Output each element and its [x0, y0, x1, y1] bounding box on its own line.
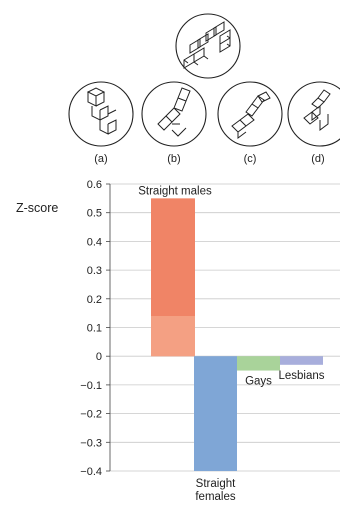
- y-tick-label: −0.3: [80, 437, 102, 449]
- bar-label: females: [195, 491, 236, 503]
- target-cube-figure-icon: [183, 21, 231, 69]
- y-tick-label: 0.3: [87, 265, 102, 277]
- y-tick-label: −0.1: [80, 380, 102, 392]
- option-a-cube-figure-icon: [86, 87, 117, 135]
- option-a: [68, 81, 134, 147]
- z-score-bar-chart: 0.6 0.5 0.4 0.3 0.2 0.1 0 −0.1 −0.2 −0.3 −0.4 Stra…: [16, 179, 340, 503]
- y-tick-label: 0.6: [87, 179, 102, 191]
- y-tick-label: 0.2: [87, 294, 102, 306]
- bar: [280, 356, 323, 365]
- bar: [237, 356, 280, 371]
- bars: [151, 198, 323, 471]
- option-c-cube-figure-icon: [231, 91, 271, 139]
- bar-label: Straight: [196, 478, 236, 490]
- option-d-cube-figure-icon: [303, 89, 331, 131]
- option-label-c: (c): [244, 153, 257, 165]
- option-label-a: (a): [94, 153, 107, 165]
- y-tick-label: 0: [96, 351, 102, 363]
- bar-lower-segment: [151, 316, 195, 357]
- y-tick-label: 0.4: [87, 236, 102, 248]
- y-tick-label: −0.2: [80, 409, 102, 421]
- target-figure: [175, 13, 241, 79]
- bar-label: Gays: [245, 376, 272, 388]
- option-b: [141, 81, 207, 147]
- y-axis-label: Z-score: [16, 201, 58, 215]
- stimulus-panel: (a) (b) (c) (d): [68, 13, 340, 165]
- option-label-b: (b): [167, 153, 180, 165]
- bar-label: Lesbians: [278, 370, 324, 382]
- option-label-d: (d): [311, 153, 324, 165]
- option-c: [217, 81, 283, 147]
- y-axis: 0.6 0.5 0.4 0.3 0.2 0.1 0 −0.1 −0.2 −0.3 −0.4: [80, 179, 111, 478]
- option-b-cube-figure-icon: [157, 87, 191, 137]
- option-d: [287, 81, 340, 147]
- bar: [194, 356, 237, 471]
- bar-label: Straight males: [138, 185, 212, 197]
- y-tick-label: 0.1: [87, 323, 102, 335]
- y-tick-label: −0.4: [80, 466, 102, 478]
- y-tick-label: 0.5: [87, 208, 102, 220]
